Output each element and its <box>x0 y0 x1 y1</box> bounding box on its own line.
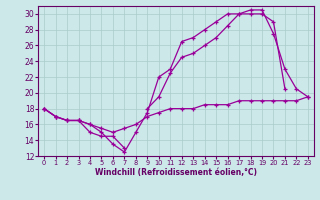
X-axis label: Windchill (Refroidissement éolien,°C): Windchill (Refroidissement éolien,°C) <box>95 168 257 177</box>
